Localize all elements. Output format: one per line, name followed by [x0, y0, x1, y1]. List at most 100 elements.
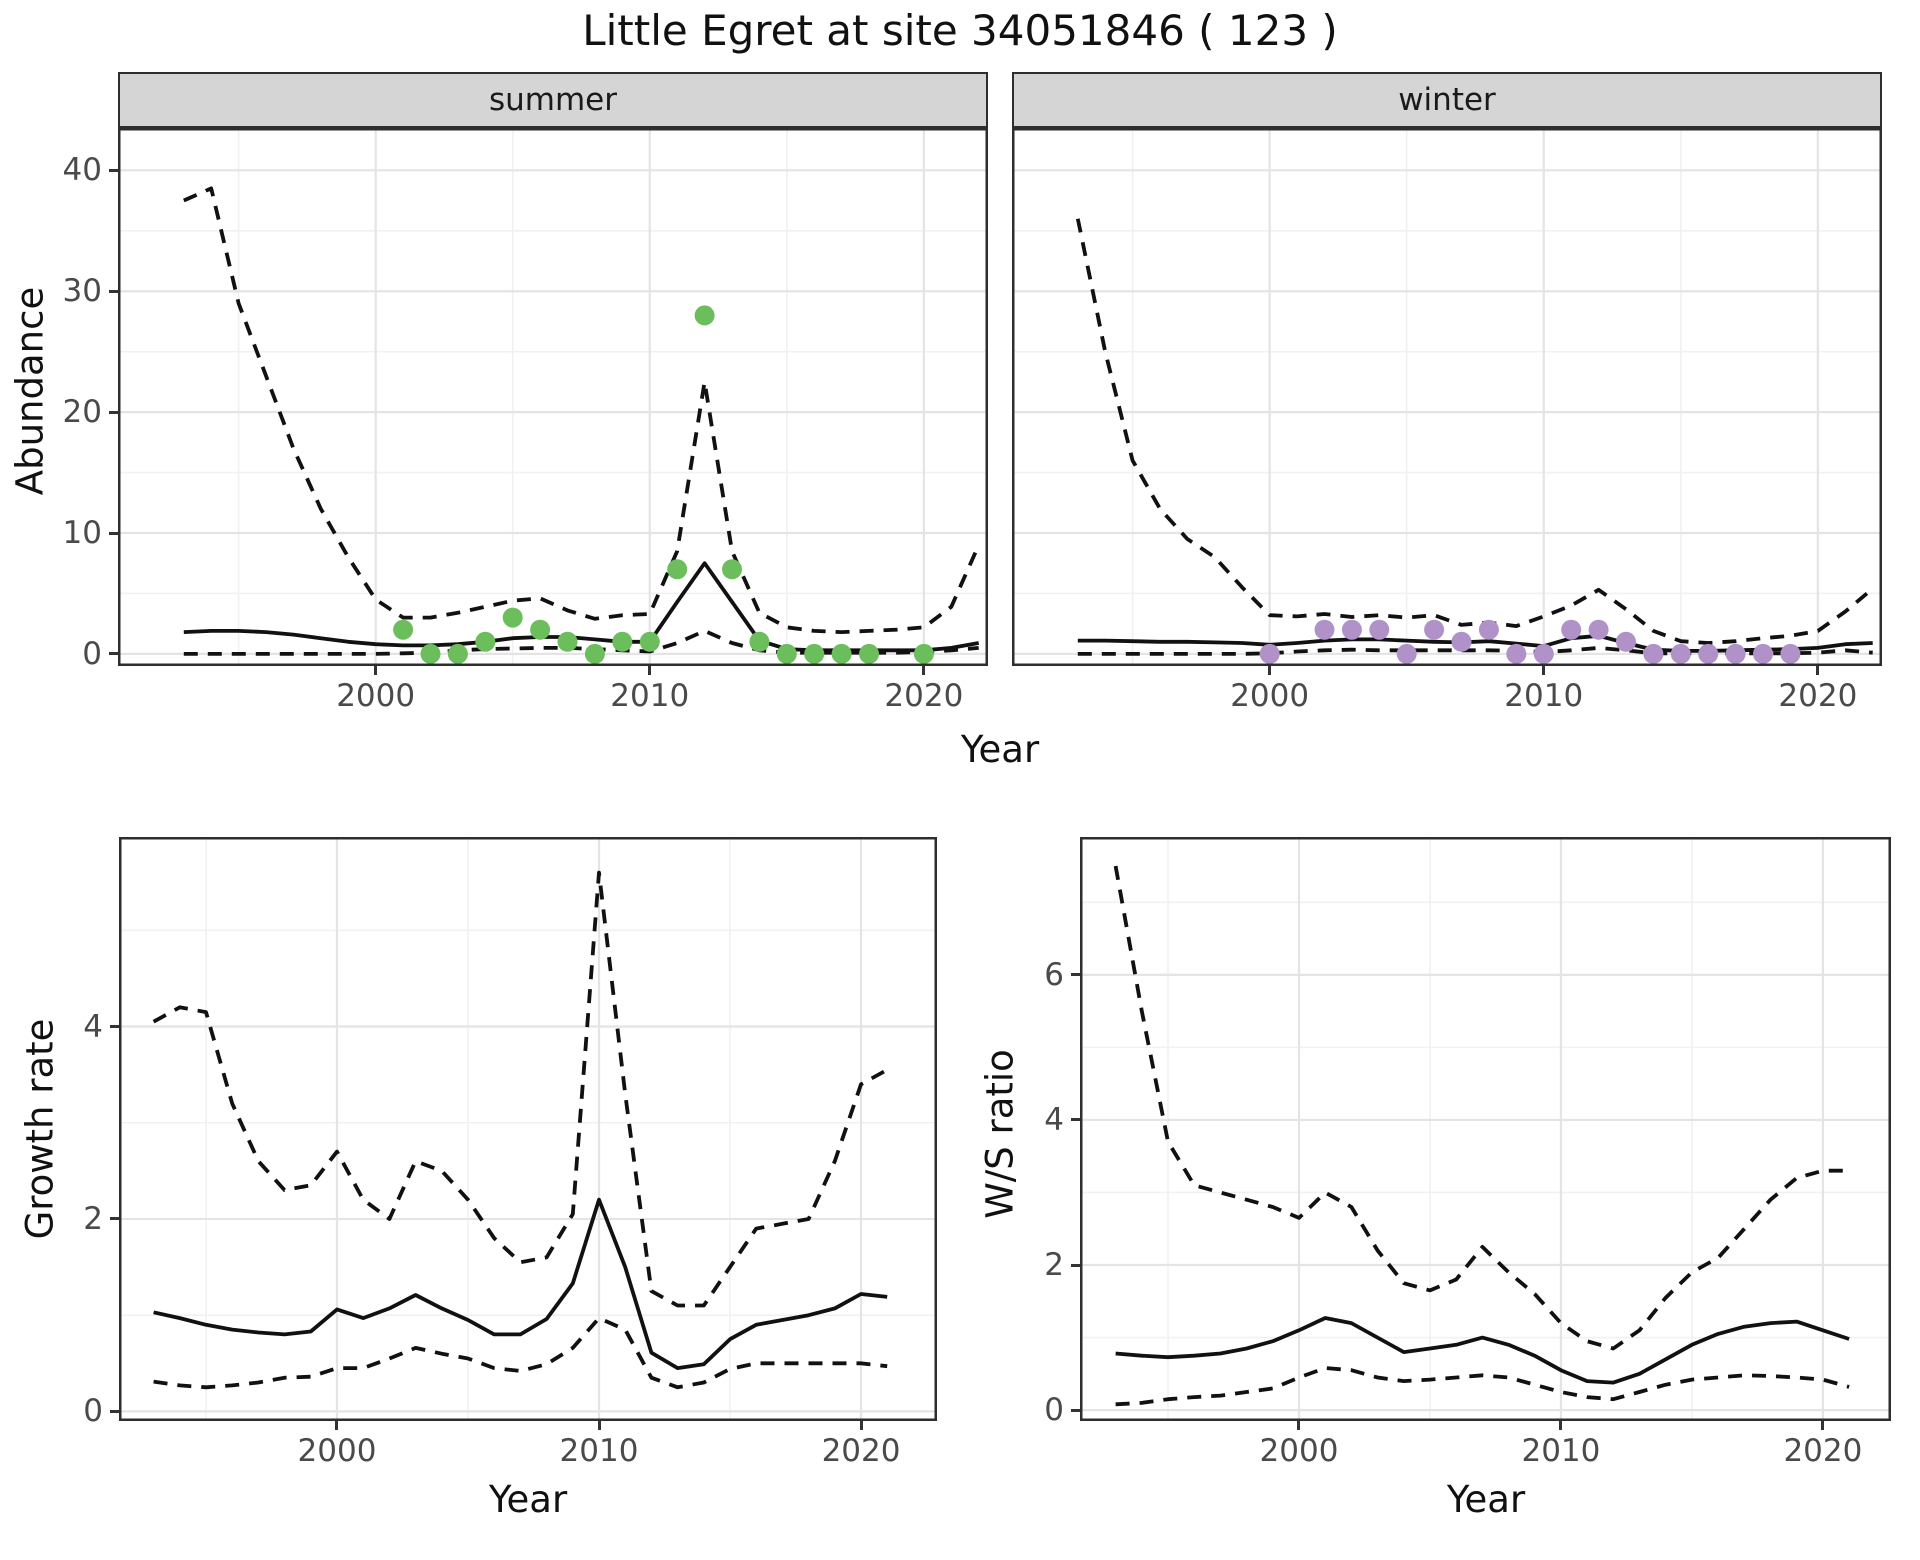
x-tick-label: 2010 [610, 678, 690, 714]
abundance-y-axis-title: Abundance [8, 286, 52, 496]
abundance-summer-data-point [393, 619, 414, 640]
ws-ratio-x-axis-title: Year [1446, 1478, 1526, 1521]
ws-ratio-panel-border [1080, 837, 1891, 1421]
abundance-summer-data-point [913, 643, 934, 664]
abundance-summer-data-point [612, 631, 633, 652]
panel-abundance-summer [118, 128, 988, 666]
abundance-winter-data-point [1780, 643, 1801, 664]
x-tick-mark [374, 666, 378, 675]
x-tick-label: 2010 [559, 1433, 639, 1469]
abundance-winter-data-point [1369, 619, 1390, 640]
x-tick-mark [1821, 1421, 1825, 1430]
abundance-summer-data-point [530, 619, 551, 640]
facet-strip-winter: winter [1012, 72, 1882, 128]
abundance-summer-panel-border [118, 128, 988, 666]
x-tick-mark [859, 1421, 863, 1430]
y-tick-mark [110, 1409, 119, 1413]
abundance-summer-upper-ci-line [183, 186, 981, 635]
abundance-winter-plot-area [1012, 128, 1882, 666]
abundance-summer-lower-ci-line [183, 628, 979, 656]
y-tick-mark [109, 531, 118, 535]
x-tick-label: 2000 [1259, 1433, 1339, 1469]
abundance-summer-fit-line [183, 561, 980, 653]
facet-strip-winter-label: winter [1398, 82, 1496, 118]
growth-rate-panel-border [119, 837, 937, 1421]
x-tick-label: 2020 [1783, 1433, 1863, 1469]
x-tick-mark [1559, 1421, 1563, 1430]
y-tick-label: 0 [83, 1393, 103, 1430]
abundance-summer-data-point [447, 643, 468, 664]
page-title: Little Egret at site 34051846 ( 123 ) [582, 6, 1338, 55]
x-tick-mark [1816, 666, 1820, 675]
y-tick-mark [1071, 973, 1080, 977]
y-tick-mark [109, 410, 118, 414]
growth-rate-lower-ci-line [153, 1316, 888, 1390]
y-tick-label: 0 [82, 635, 102, 672]
y-tick-mark [1071, 1118, 1080, 1122]
x-tick-mark [335, 1421, 339, 1430]
facet-strip-summer: summer [118, 72, 988, 128]
y-tick-label: 40 [62, 152, 102, 189]
abundance-winter-data-point [1588, 619, 1609, 640]
abundance-winter-data-point [1424, 619, 1445, 640]
abundance-winter-data-point [1753, 643, 1773, 664]
y-tick-label: 30 [62, 273, 102, 310]
growth-rate-plot-area [119, 837, 937, 1421]
ws-ratio-upper-ci-line [1113, 865, 1850, 1351]
y-tick-mark [109, 289, 118, 293]
abundance-summer-data-point [776, 643, 797, 664]
ws-ratio-plot-area [1080, 837, 1891, 1421]
facet-strip-summer-label: summer [488, 82, 617, 118]
abundance-winter-data-point [1533, 643, 1554, 664]
y-tick-mark [110, 1217, 119, 1221]
x-tick-mark [1297, 1421, 1301, 1430]
abundance-winter-data-point [1561, 619, 1582, 640]
abundance-summer-plot-area [118, 128, 988, 666]
abundance-winter-data-point [1396, 643, 1417, 664]
y-tick-label: 0 [1044, 1392, 1064, 1429]
abundance-summer-data-point [831, 643, 852, 664]
panel-growth-rate [119, 837, 937, 1421]
y-tick-label: 2 [83, 1200, 103, 1237]
growth-rate-upper-ci-line [152, 870, 889, 1308]
y-tick-mark [110, 1025, 119, 1029]
abundance-summer-data-point [639, 631, 660, 652]
y-tick-label: 20 [62, 394, 102, 431]
x-tick-label: 2020 [884, 678, 964, 714]
abundance-winter-data-point [1670, 643, 1691, 664]
growth-rate-x-axis-title: Year [488, 1478, 568, 1521]
abundance-winter-panel-border [1012, 128, 1882, 666]
abundance-summer-data-point [557, 631, 578, 652]
abundance-winter-data-point [1506, 643, 1527, 664]
abundance-summer-data-point [475, 631, 496, 652]
growth-rate-fit-line [153, 1197, 888, 1370]
x-tick-label: 2010 [1521, 1433, 1601, 1469]
ws-ratio-lower-ci-line [1115, 1366, 1850, 1407]
y-tick-label: 6 [1044, 956, 1064, 993]
abundance-summer-data-point [722, 559, 742, 580]
abundance-winter-upper-ci-line [1075, 218, 1874, 645]
x-tick-label: 2020 [821, 1433, 901, 1469]
y-tick-mark [109, 652, 118, 656]
x-tick-label: 2010 [1504, 678, 1584, 714]
abundance-summer-data-point [694, 305, 715, 326]
abundance-winter-data-point [1259, 643, 1280, 664]
abundance-winter-data-point [1616, 631, 1636, 652]
x-tick-label: 2020 [1778, 678, 1858, 714]
abundance-winter-data-point [1341, 619, 1362, 640]
x-tick-mark [922, 666, 926, 675]
y-tick-label: 4 [83, 1008, 103, 1045]
x-tick-mark [1268, 666, 1272, 675]
x-tick-mark [648, 666, 652, 675]
x-tick-label: 2000 [297, 1433, 377, 1469]
abundance-summer-data-point [584, 643, 605, 664]
panel-ws-ratio [1080, 837, 1891, 1421]
x-tick-mark [1542, 666, 1546, 675]
panel-abundance-winter [1012, 128, 1882, 666]
abundance-winter-data-point [1698, 643, 1719, 664]
abundance-winter-data-point [1451, 631, 1472, 652]
abundance-summer-data-point [420, 643, 441, 664]
abundance-winter-lower-ci-line [1077, 646, 1873, 656]
abundance-winter-data-point [1643, 643, 1664, 664]
